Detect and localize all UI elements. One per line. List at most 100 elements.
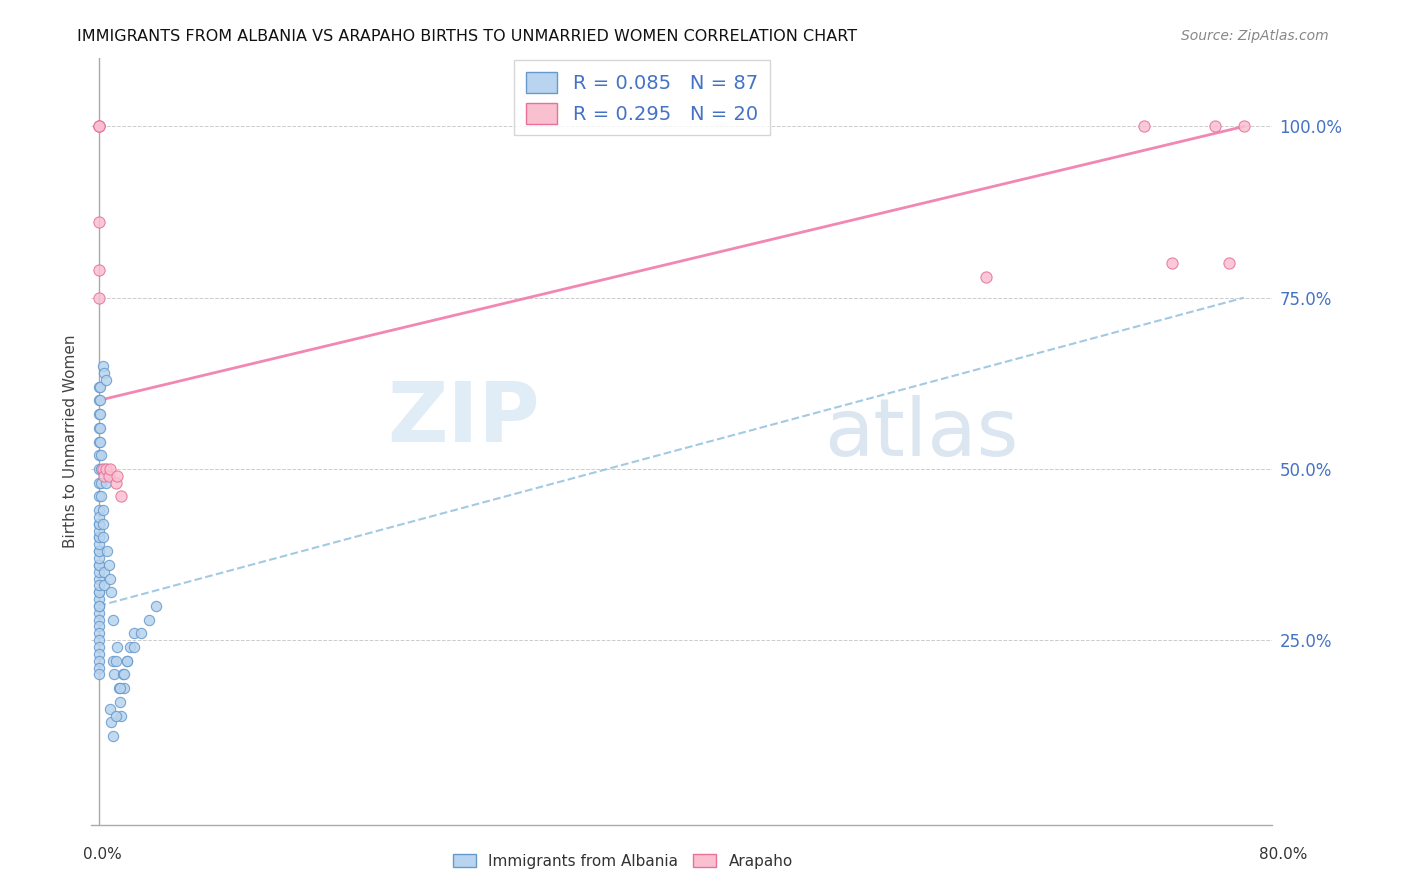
Point [87,448,110,462]
Point [87,475,110,490]
Point [91,516,114,531]
Point [96,544,118,558]
Point [91,462,114,476]
Point [87,606,110,620]
Point [108,695,131,709]
Point [118,640,141,654]
Point [87,599,110,613]
Text: Source: ZipAtlas.com: Source: ZipAtlas.com [1181,29,1329,43]
Point [1204,120,1226,134]
Point [104,475,127,490]
Point [94,373,117,387]
Point [87,654,110,668]
Text: atlas: atlas [824,395,1018,473]
Point [87,599,110,613]
Point [112,667,135,681]
Point [89,434,111,449]
Point [91,530,114,544]
Point [87,633,110,648]
Point [110,489,132,503]
Point [93,366,115,380]
Point [87,640,110,654]
Point [91,359,114,374]
Point [87,421,110,435]
Point [87,544,110,558]
Point [87,585,110,599]
Point [90,448,112,462]
Point [87,551,110,566]
Point [87,434,110,449]
Point [89,393,111,408]
Point [98,701,121,715]
Point [104,654,127,668]
Point [98,572,121,586]
Point [105,468,128,483]
Point [87,516,110,531]
Point [93,468,115,483]
Point [115,654,138,668]
Point [93,565,115,579]
Point [87,503,110,517]
Point [87,585,110,599]
Point [87,509,110,524]
Point [91,503,114,517]
Text: 80.0%: 80.0% [1260,847,1308,862]
Point [97,558,120,572]
Point [90,489,112,503]
Point [90,462,112,476]
Point [87,626,110,640]
Point [87,516,110,531]
Point [87,537,110,551]
Point [124,626,146,640]
Point [87,291,110,305]
Text: ZIP: ZIP [388,378,540,459]
Point [94,462,117,476]
Point [112,681,135,695]
Point [87,592,110,607]
Point [101,613,124,627]
Text: 0.0%: 0.0% [83,847,122,862]
Point [87,619,110,633]
Point [101,729,124,743]
Point [101,654,124,668]
Point [89,407,111,421]
Point [87,120,110,134]
Point [89,421,111,435]
Point [87,524,110,538]
Point [87,120,110,134]
Point [100,715,122,730]
Point [138,613,160,627]
Point [98,462,121,476]
Point [105,640,128,654]
Point [87,215,110,229]
Point [131,626,153,640]
Point [87,263,110,277]
Point [108,681,131,695]
Point [87,393,110,408]
Point [87,489,110,503]
Point [87,578,110,592]
Point [111,667,134,681]
Point [87,565,110,579]
Point [87,407,110,421]
Point [87,544,110,558]
Point [87,613,110,627]
Point [87,530,110,544]
Legend: Immigrants from Albania, Arapaho: Immigrants from Albania, Arapaho [447,847,799,875]
Point [93,578,115,592]
Point [124,640,146,654]
Point [87,530,110,544]
Point [1161,256,1184,270]
Point [100,585,122,599]
Point [87,558,110,572]
Point [110,708,132,723]
Point [94,475,117,490]
Y-axis label: Births to Unmarried Women: Births to Unmarried Women [62,334,77,549]
Point [87,667,110,681]
Point [1233,120,1256,134]
Point [90,475,112,490]
Point [97,468,120,483]
Point [103,667,125,681]
Point [87,572,110,586]
Point [87,660,110,674]
